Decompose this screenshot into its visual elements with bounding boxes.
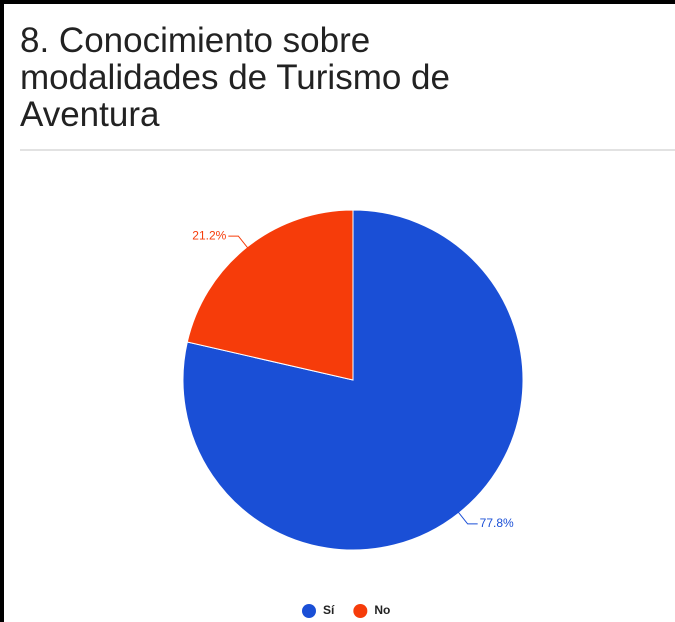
title-rule [20, 149, 675, 151]
leader-line [228, 235, 250, 251]
data-label: 77.8% [480, 516, 514, 530]
chart: 77.8% 21.2% Sí No [182, 209, 524, 618]
leader-line [456, 509, 478, 525]
data-label: 21.2% [192, 228, 226, 242]
chart-title: 8. Conocimiento sobre modalidades de Tur… [20, 21, 450, 134]
legend-swatch [353, 604, 368, 618]
legend-label: No [374, 603, 390, 617]
legend-swatch [302, 604, 316, 618]
legend-label: Sí [323, 603, 335, 617]
